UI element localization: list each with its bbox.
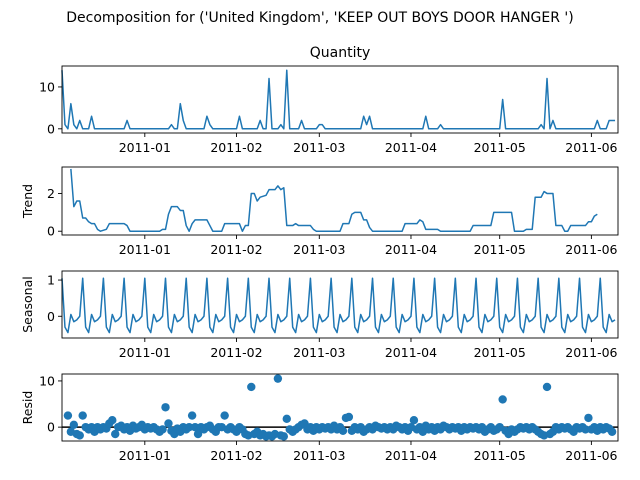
x-tick-label: 2011-04 <box>385 242 437 257</box>
resid-point <box>164 419 173 428</box>
resid-point <box>542 382 552 392</box>
axes-frame <box>61 270 619 339</box>
axes-frame <box>61 166 619 236</box>
x-tick-label: 2011-05 <box>474 345 526 360</box>
x-tick-label: 2011-02 <box>210 448 262 463</box>
x-tick-label: 2011-04 <box>385 140 437 155</box>
resid-point <box>607 427 617 436</box>
axes-frame <box>61 65 619 134</box>
resid-point <box>75 431 84 440</box>
y-axis-label: Resid <box>20 391 35 425</box>
y-axis-label: Seasonal <box>20 276 35 333</box>
y-tick-label: 10 <box>39 79 55 94</box>
panel-3: 0 1 2011-01 2011-02 2011-03 2011-04 2011-05 201… <box>20 270 619 360</box>
resid-point <box>108 416 117 425</box>
resid-point <box>190 422 200 432</box>
resid-point <box>338 426 348 436</box>
y-tick-label: 0 <box>47 309 55 324</box>
x-tick-label: 2011-05 <box>474 448 526 463</box>
x-tick-label: 2011-04 <box>385 345 437 360</box>
x-tick-label: 2011-03 <box>293 345 345 360</box>
y-tick-label: 1 <box>47 273 55 288</box>
panel-1-title: Quantity <box>310 45 371 61</box>
resid-point <box>498 395 507 404</box>
resid-point <box>187 411 197 420</box>
x-tick-label: 2011-03 <box>293 242 345 257</box>
x-tick-label: 2011-04 <box>385 448 437 463</box>
axes-frame <box>61 373 619 442</box>
y-tick-label: 0 <box>47 224 55 239</box>
x-tick-label: 2011-02 <box>210 242 262 257</box>
x-tick-label: 2011-05 <box>474 140 526 155</box>
x-tick-label: 2011-02 <box>210 345 262 360</box>
resid-point <box>279 432 289 441</box>
y-axis-label: Trend <box>20 184 35 219</box>
resid-point <box>193 429 203 439</box>
x-tick-label: 2011-05 <box>474 242 526 257</box>
resid-point <box>409 416 419 425</box>
figure-title: Decomposition for ('United Kingdom', 'KE… <box>66 10 573 26</box>
panel-4: 0 10 2011-01 2011-02 2011-03 2011-04 2011-05 20… <box>20 373 619 463</box>
resid-point <box>247 382 256 392</box>
x-tick-label: 2011-06 <box>565 242 617 257</box>
x-tick-label: 2011-06 <box>565 448 617 463</box>
resid-point <box>273 374 283 383</box>
panel-2: 0 2 2011-01 2011-02 2011-03 2011-04 2011-05 201… <box>20 166 619 257</box>
series-line <box>61 69 616 130</box>
panel-1: 0 10 2011-01 2011-02 2011-03 2011-04 2011-05 20… <box>39 65 619 155</box>
resid-point <box>581 425 590 434</box>
resid-point <box>161 403 170 412</box>
x-tick-label: 2011-06 <box>565 140 617 155</box>
resid-point <box>220 411 229 420</box>
resid-point <box>111 429 120 439</box>
resid-point <box>184 422 194 432</box>
y-tick-label: 2 <box>47 186 55 201</box>
x-tick-label: 2011-01 <box>119 140 171 155</box>
resid-point <box>344 412 354 422</box>
x-tick-label: 2011-01 <box>119 345 171 360</box>
resid-point <box>282 414 291 424</box>
resid-point <box>584 413 593 423</box>
y-tick-label: 0 <box>47 121 55 136</box>
x-tick-label: 2011-03 <box>293 140 345 155</box>
y-tick-label: 0 <box>47 420 55 435</box>
y-tick-label: 10 <box>39 373 55 388</box>
x-tick-label: 2011-03 <box>293 448 345 463</box>
x-tick-label: 2011-06 <box>565 345 617 360</box>
series-line <box>70 168 598 232</box>
x-tick-label: 2011-01 <box>119 242 171 257</box>
resid-point <box>69 420 79 430</box>
resid-point <box>158 425 167 434</box>
resid-point <box>78 411 87 420</box>
x-tick-label: 2011-01 <box>119 448 171 463</box>
series-line <box>61 277 616 334</box>
resid-point <box>63 411 73 420</box>
x-tick-label: 2011-02 <box>210 140 262 155</box>
